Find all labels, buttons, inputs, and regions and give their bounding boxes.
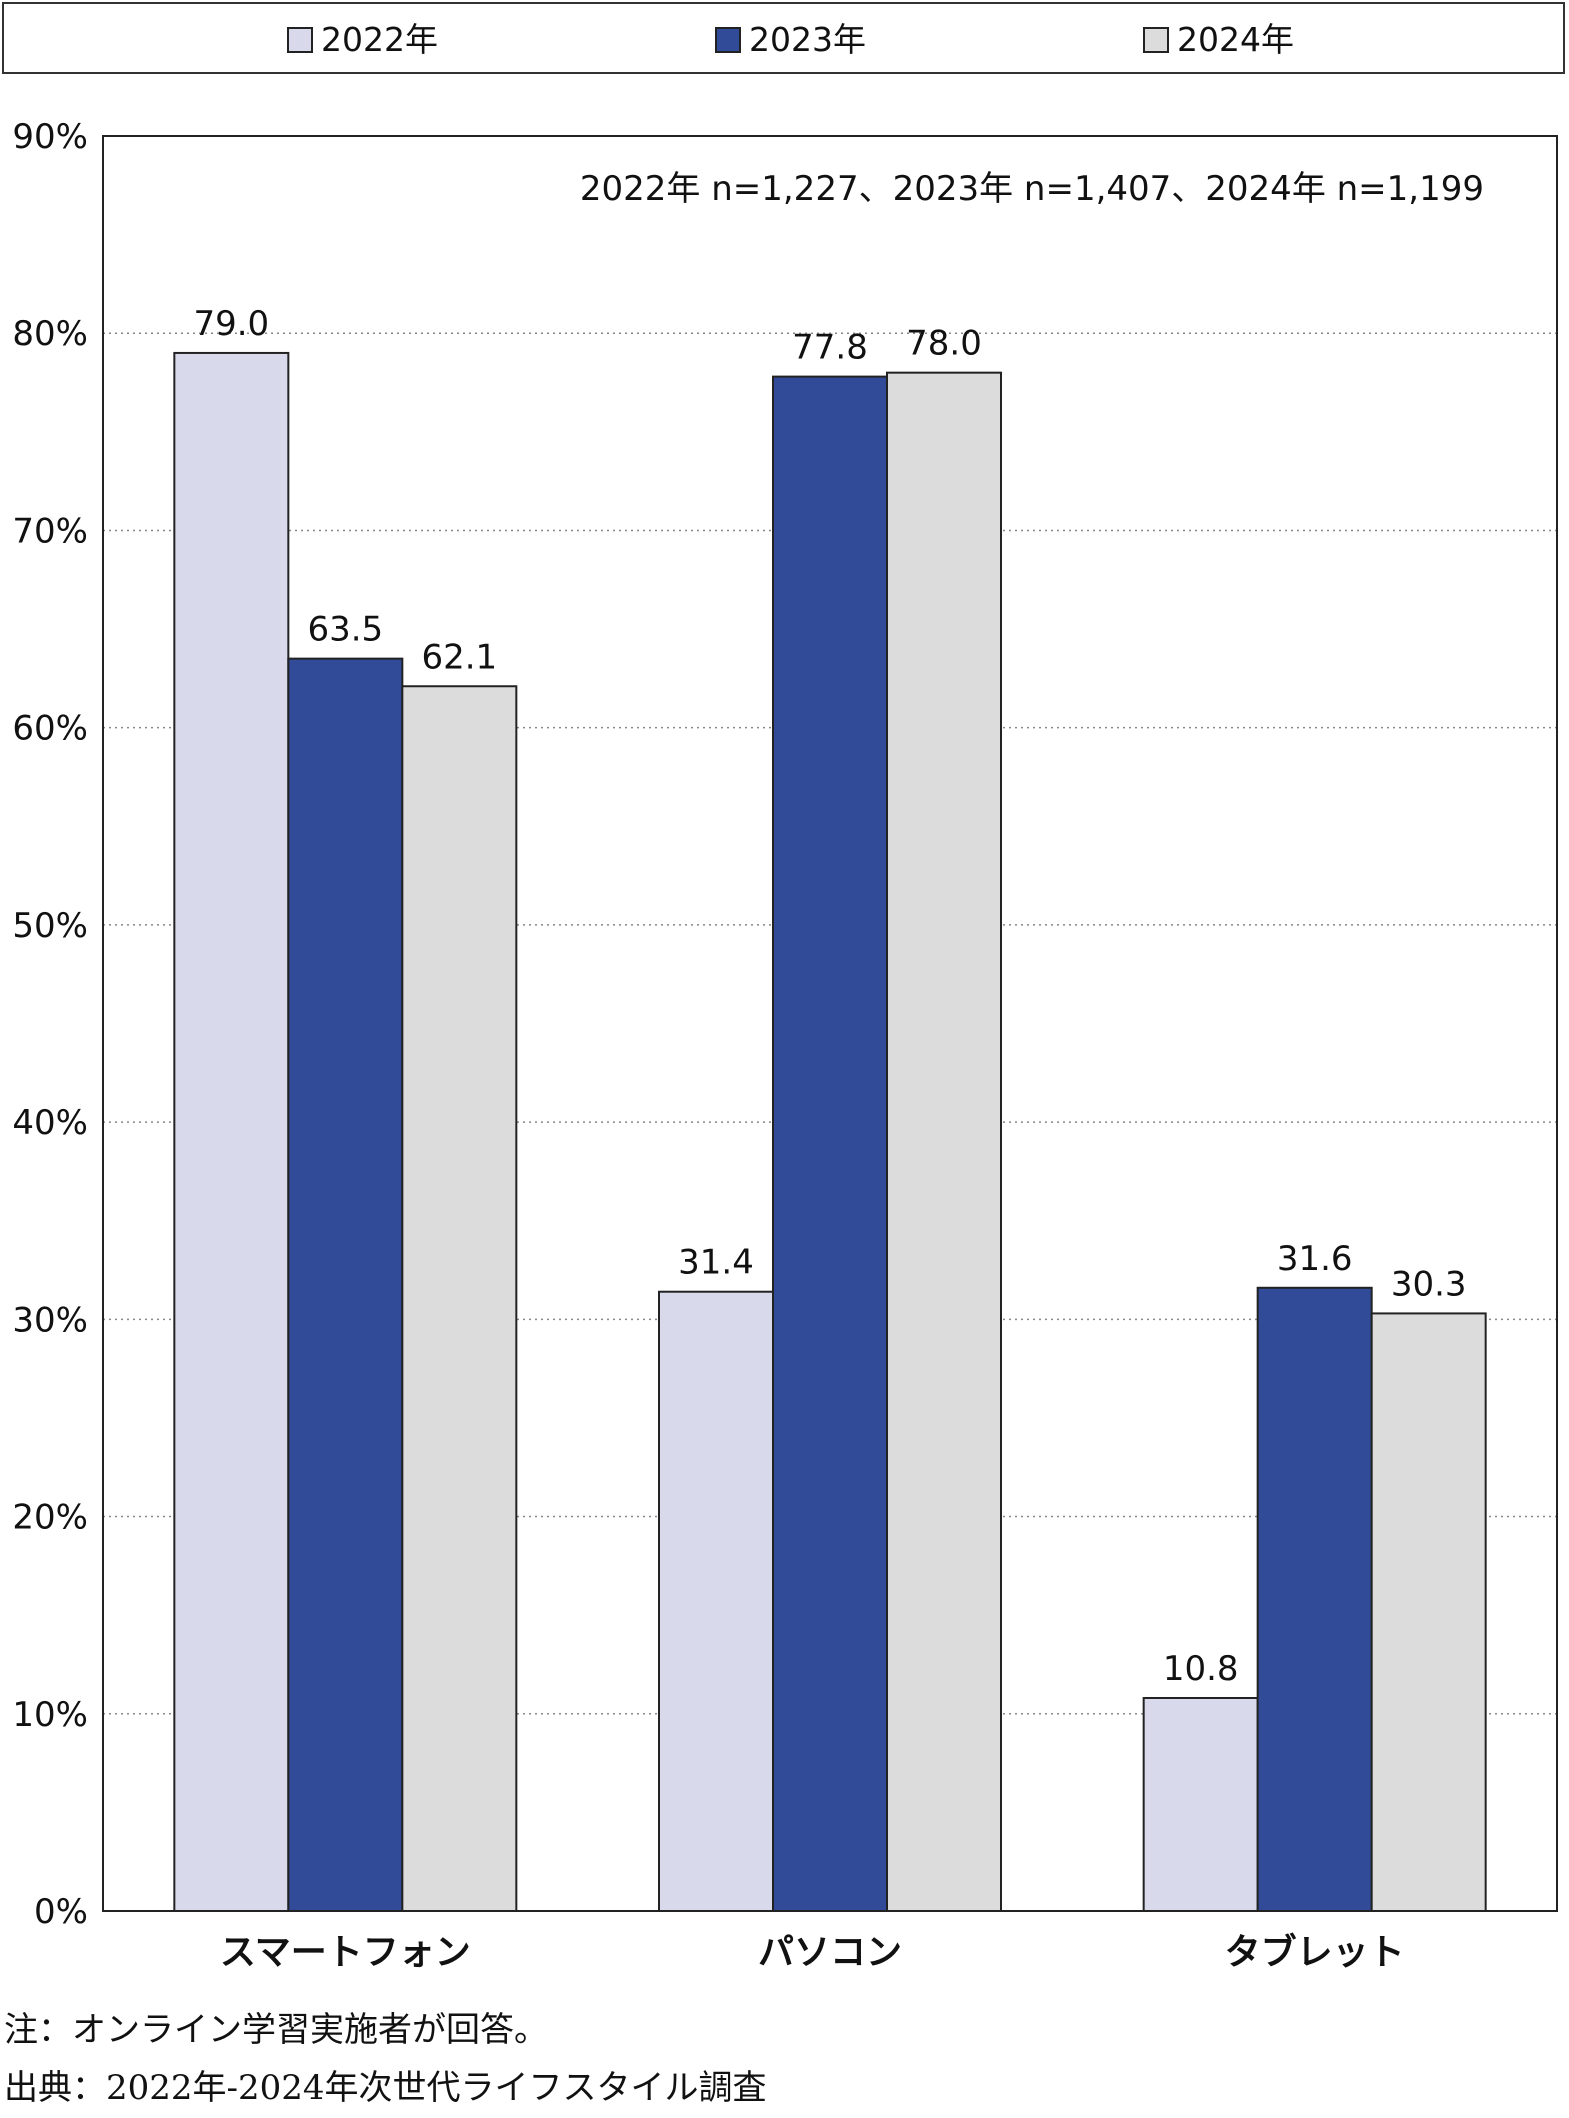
- data-label: 10.8: [1163, 1649, 1239, 1689]
- y-tick-label: 60%: [12, 709, 88, 749]
- y-tick-label: 40%: [12, 1103, 88, 1143]
- y-tick-label: 10%: [12, 1695, 88, 1735]
- data-label: 78.0: [906, 324, 982, 364]
- data-label: 30.3: [1391, 1264, 1467, 1304]
- y-tick-label: 50%: [12, 906, 88, 946]
- x-category-label: パソコン: [758, 1932, 902, 1973]
- sample-size-annotation: 2022年 n=1,227、2023年 n=1,407、2024年 n=1,19…: [580, 169, 1484, 209]
- legend-swatch: [715, 27, 741, 53]
- x-category-label: タブレット: [1225, 1931, 1405, 1973]
- y-tick-label: 20%: [12, 1498, 88, 1538]
- bar: [886, 371, 1002, 1913]
- bar-chart: 0% 10% 20% 30% 40% 50% 60% 70% 80% 90% 79.0 63.5 62.…: [12, 117, 1558, 1973]
- data-label: 63.5: [307, 610, 383, 650]
- legend-item: 2023年: [715, 22, 866, 58]
- bar: [401, 685, 518, 1912]
- data-label: 31.4: [678, 1243, 754, 1283]
- data-label: 62.1: [421, 637, 497, 677]
- chart-source: 出典：2022年-2024年次世代ライフスタイル調査: [4, 2068, 767, 2108]
- legend: 2022年 2023年 2024年: [2, 2, 1565, 74]
- data-label: 77.8: [792, 328, 868, 368]
- bar: [772, 375, 888, 1913]
- bar: [1256, 1286, 1373, 1913]
- y-tick-label: 70%: [12, 511, 88, 551]
- legend-item: 2022年: [287, 22, 438, 58]
- y-tick-label: 30%: [12, 1300, 88, 1340]
- legend-swatch: [287, 27, 313, 53]
- bar: [287, 657, 404, 1912]
- data-label: 79.0: [193, 304, 269, 344]
- y-tick-label: 80%: [12, 314, 88, 354]
- legend-swatch: [1143, 27, 1169, 53]
- legend-item: 2024年: [1143, 22, 1294, 58]
- plot-frame: [102, 135, 1558, 1912]
- data-label: 31.6: [1277, 1239, 1353, 1279]
- x-category-label: スマートフォン: [220, 1932, 471, 1973]
- y-tick-label: 90%: [12, 117, 88, 157]
- legend-label: 2022年: [321, 20, 438, 59]
- chart-note: 注：オンライン学習実施者が回答。: [4, 2010, 548, 2050]
- bar: [173, 351, 290, 1912]
- bar: [1370, 1312, 1487, 1912]
- legend-label: 2024年: [1177, 20, 1294, 59]
- y-tick-label: 0%: [34, 1892, 88, 1932]
- legend-label: 2023年: [749, 20, 866, 59]
- bar: [1142, 1697, 1259, 1912]
- bar: [658, 1290, 774, 1912]
